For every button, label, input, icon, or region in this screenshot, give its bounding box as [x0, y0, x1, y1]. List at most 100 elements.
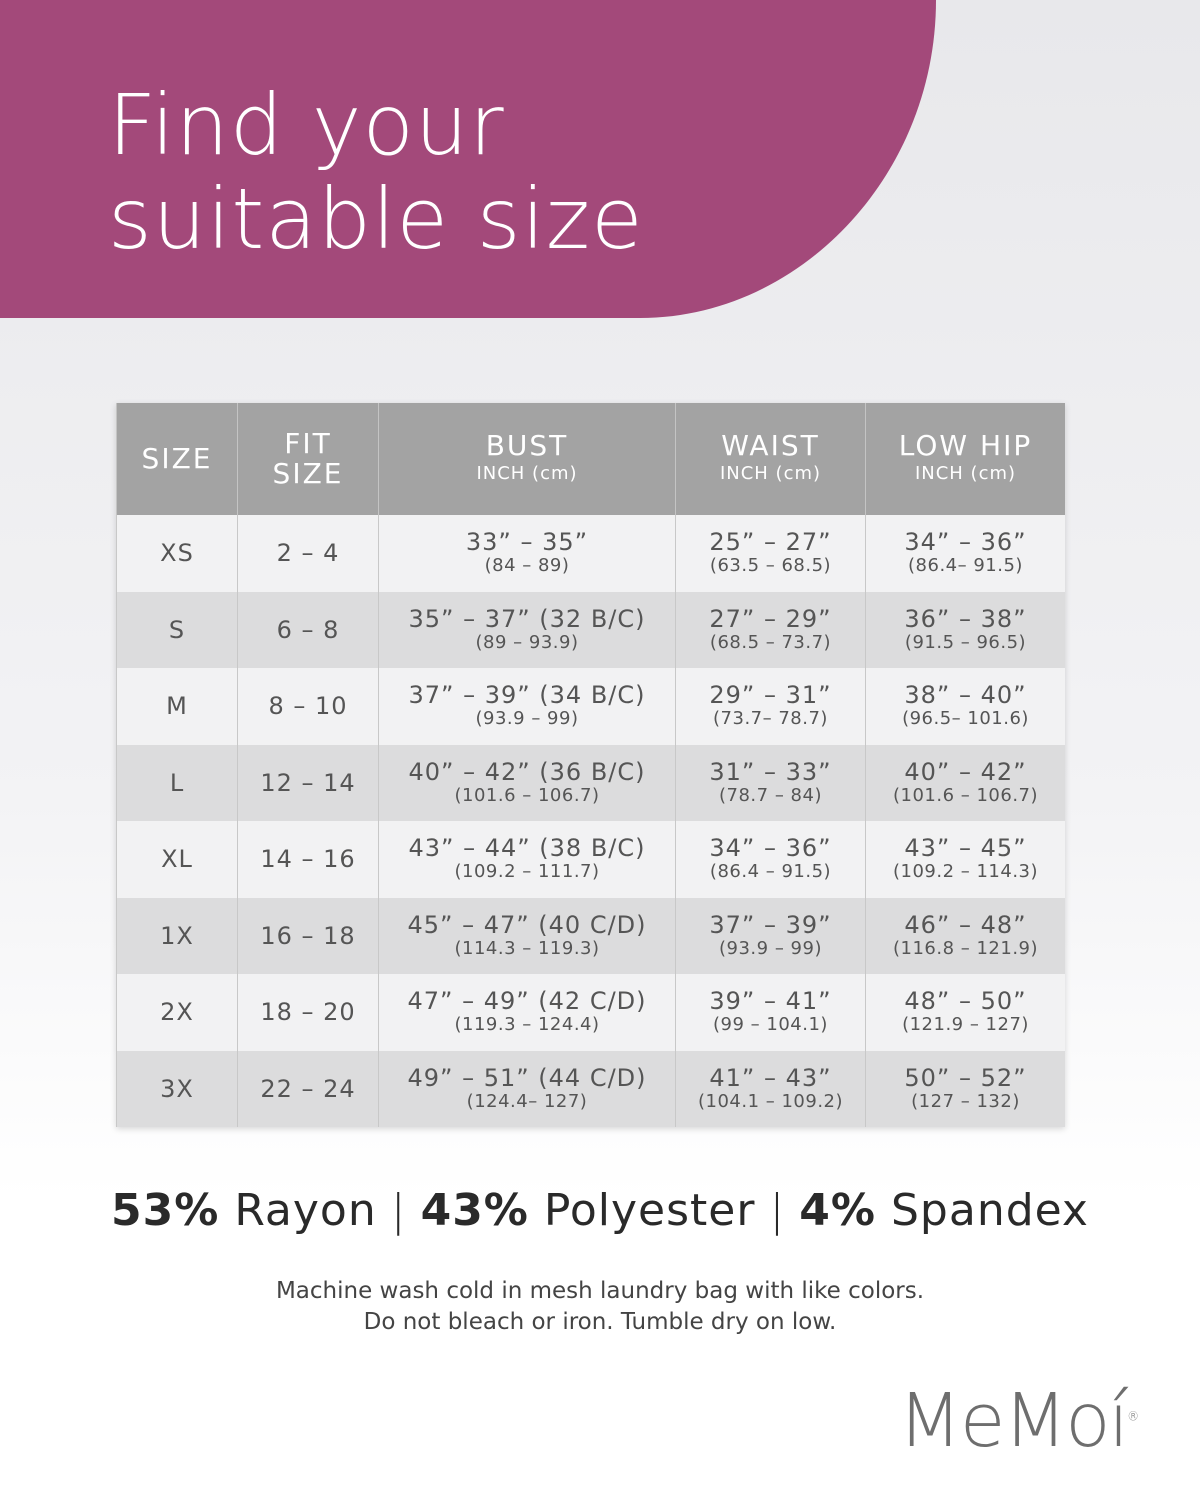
measure-cm: (84 – 89) — [484, 555, 570, 577]
care-instructions: Machine wash cold in mesh laundry bag wi… — [0, 1276, 1200, 1338]
measure-cell: 25” – 27” (63.5 – 68.5) — [675, 515, 866, 592]
header-cell: FIT SIZE — [237, 403, 379, 515]
measure-inch: 38” – 40” — [904, 681, 1027, 710]
measure-cell: 47” – 49” (42 C/D) (119.3 – 124.4) — [378, 974, 676, 1051]
title: Find your suitable size — [108, 78, 644, 266]
size-cell: S — [116, 591, 238, 668]
measure-cell: 34” – 36” (86.4 – 91.5) — [675, 821, 866, 898]
header-cell: SIZE — [116, 403, 238, 515]
fit-size-cell: 2 – 4 — [237, 515, 379, 592]
measure-inch: 35” – 37” (32 B/C) — [408, 604, 646, 633]
measure-cm: (121.9 – 127) — [902, 1014, 1029, 1036]
measure-cm: (109.2 – 111.7) — [454, 861, 600, 883]
measure-cm: (93.9 – 99) — [719, 937, 822, 959]
measure-inch: 47” – 49” (42 C/D) — [407, 987, 647, 1016]
measure-cm: (86.4 – 91.5) — [709, 861, 832, 883]
measure-inch: 39” – 41” — [709, 987, 832, 1016]
measure-inch: 45” – 47” (40 C/D) — [407, 910, 647, 939]
header-title: SIZE — [141, 442, 213, 475]
measure-inch: 25” – 27” — [709, 528, 832, 557]
header-cell: BUST INCH (cm) — [378, 403, 676, 515]
header-unit: INCH (cm) — [719, 463, 822, 484]
measure-cm: (109.2 – 114.3) — [892, 861, 1039, 883]
header-title: WAIST — [721, 429, 820, 462]
measure-cm: (127 – 132) — [911, 1090, 1020, 1112]
header-shape — [0, 0, 936, 318]
title-line: Find your — [108, 76, 505, 174]
measure-cm: (101.6 – 106.7) — [892, 784, 1039, 806]
header-title: LOW HIP — [898, 429, 1033, 462]
measure-cm: (73.7– 78.7) — [713, 708, 828, 730]
measure-cell: 39” – 41” (99 – 104.1) — [675, 974, 866, 1051]
separator: | — [769, 1185, 786, 1236]
measure-cell: 33” – 35” (84 – 89) — [378, 515, 676, 592]
measure-cell: 37” – 39” (93.9 – 99) — [675, 897, 866, 974]
measure-cell: 41” – 43” (104.1 – 109.2) — [675, 1050, 866, 1127]
measure-cell: 31” – 33” (78.7 – 84) — [675, 744, 866, 821]
measure-inch: 31” – 33” — [709, 757, 832, 786]
header-cell: WAIST INCH (cm) — [675, 403, 866, 515]
measure-cm: (114.3 – 119.3) — [454, 937, 600, 959]
fit-size-cell: 22 – 24 — [237, 1050, 379, 1127]
measure-cell: 40” – 42” (36 B/C) (101.6 – 106.7) — [378, 744, 676, 821]
measure-cell: 37” – 39” (34 B/C) (93.9 – 99) — [378, 668, 676, 745]
fabric-percent: 43% — [420, 1185, 529, 1236]
measure-inch: 43” – 44” (38 B/C) — [408, 834, 646, 863]
measure-inch: 46” – 48” — [904, 910, 1027, 939]
measure-cell: 29” – 31” (73.7– 78.7) — [675, 668, 866, 745]
measure-inch: 37” – 39” (34 B/C) — [408, 681, 646, 710]
fabric-name: Polyester — [543, 1185, 756, 1236]
measure-cell: 50” – 52” (127 – 132) — [865, 1050, 1065, 1127]
header-row: SIZE FIT SIZE BUST INCH (cm) WAIST INCH (cm) L… — [116, 403, 1065, 515]
fabric-percent: 53% — [111, 1185, 220, 1236]
table-row: 2X 18 – 20 47” – 49” (42 C/D) (119.3 – 124.… — [116, 974, 1065, 1051]
table-row: 3X 22 – 24 49” – 51” (44 C/D) (124.4– 127) 4… — [116, 1050, 1065, 1127]
fabric-name: Spandex — [891, 1185, 1089, 1236]
measure-cm: (89 – 93.9) — [475, 631, 579, 653]
measure-cell: 49” – 51” (44 C/D) (124.4– 127) — [378, 1050, 676, 1127]
title-line: suitable size — [108, 170, 644, 268]
measure-cm: (93.9 – 99) — [475, 708, 579, 730]
table-row: XS 2 – 4 33” – 35” (84 – 89) 25” – 27” (63.5 … — [116, 515, 1065, 592]
measure-cell: 43” – 45” (109.2 – 114.3) — [865, 821, 1065, 898]
brand-logo: MeMoí® — [898, 1378, 1139, 1464]
measure-cm: (86.4– 91.5) — [908, 555, 1023, 577]
fit-size-cell: 6 – 8 — [237, 591, 379, 668]
measure-cm: (91.5 – 96.5) — [904, 631, 1027, 653]
measure-cm: (104.1 – 109.2) — [697, 1090, 844, 1112]
separator: | — [390, 1185, 407, 1236]
table-row: L 12 – 14 40” – 42” (36 B/C) (101.6 – 106.7… — [116, 744, 1065, 821]
fit-size-cell: 16 – 18 — [237, 897, 379, 974]
fabric-name: Rayon — [234, 1185, 377, 1236]
registered-mark: ® — [1127, 1409, 1140, 1424]
measure-inch: 41” – 43” — [709, 1063, 832, 1092]
care-line: Machine wash cold in mesh laundry bag wi… — [275, 1278, 925, 1304]
header-title: FIT SIZE — [272, 427, 344, 490]
measure-inch: 37” – 39” — [709, 910, 832, 939]
header-title: BUST — [485, 429, 569, 462]
fabric-percent: 4% — [799, 1185, 876, 1236]
measure-cm: (119.3 – 124.4) — [454, 1014, 600, 1036]
brand-name: MeMoí — [898, 1378, 1129, 1464]
measure-inch: 34” – 36” — [904, 528, 1027, 557]
fit-size-cell: 8 – 10 — [237, 668, 379, 745]
measure-cm: (124.4– 127) — [466, 1090, 588, 1112]
measure-inch: 50” – 52” — [904, 1063, 1027, 1092]
size-table: SIZE FIT SIZE BUST INCH (cm) WAIST INCH (cm) L… — [116, 403, 1065, 1127]
measure-inch: 29” – 31” — [709, 681, 832, 710]
measure-inch: 36” – 38” — [904, 604, 1027, 633]
measure-inch: 40” – 42” (36 B/C) — [408, 757, 646, 786]
measure-inch: 40” – 42” — [904, 757, 1027, 786]
measure-cell: 43” – 44” (38 B/C) (109.2 – 111.7) — [378, 821, 676, 898]
measure-cell: 40” – 42” (101.6 – 106.7) — [865, 744, 1065, 821]
measure-cm: (78.7 – 84) — [719, 784, 822, 806]
measure-inch: 48” – 50” — [904, 987, 1027, 1016]
measure-cell: 35” – 37” (32 B/C) (89 – 93.9) — [378, 591, 676, 668]
measure-cell: 46” – 48” (116.8 – 121.9) — [865, 897, 1065, 974]
fabric-composition: 53% Rayon | 43% Polyester | 4% Spandex — [0, 1185, 1200, 1236]
measure-cell: 48” – 50” (121.9 – 127) — [865, 974, 1065, 1051]
measure-cell: 34” – 36” (86.4– 91.5) — [865, 515, 1065, 592]
measure-inch: 34” – 36” — [709, 834, 832, 863]
